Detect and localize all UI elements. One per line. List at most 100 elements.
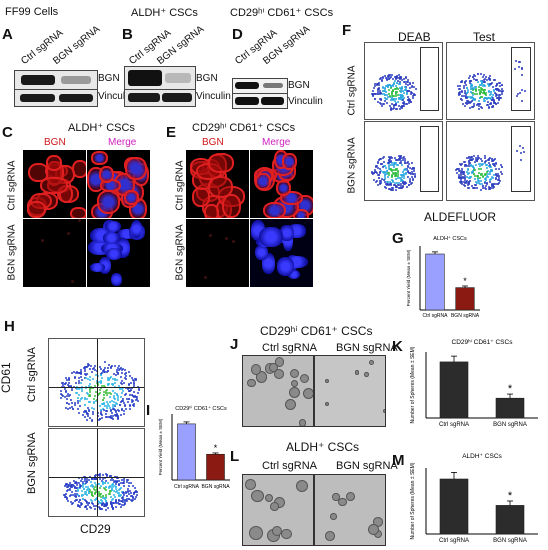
facs-event bbox=[463, 163, 466, 166]
facs-event bbox=[467, 100, 470, 103]
facs-event bbox=[136, 397, 139, 400]
facs-event bbox=[381, 76, 384, 79]
facs-event bbox=[397, 104, 400, 107]
facs-event bbox=[383, 75, 386, 78]
facs-event bbox=[395, 159, 398, 162]
facs-event bbox=[383, 96, 386, 99]
facs-event bbox=[94, 368, 97, 371]
facs-event bbox=[402, 175, 405, 178]
facs-event bbox=[105, 401, 108, 404]
facs-event bbox=[377, 91, 380, 93]
facs-event bbox=[489, 82, 492, 85]
facs-event bbox=[522, 146, 525, 149]
facs-event bbox=[60, 392, 63, 395]
facs-event bbox=[125, 499, 128, 502]
facs-event bbox=[97, 394, 100, 397]
facs-event bbox=[390, 169, 393, 172]
facs-event bbox=[384, 90, 387, 93]
facs-event bbox=[492, 104, 495, 107]
facs-event bbox=[113, 398, 116, 401]
facs-event bbox=[90, 370, 93, 373]
facs-event bbox=[83, 499, 86, 502]
facs-event bbox=[463, 176, 466, 179]
facs-event bbox=[108, 383, 111, 386]
if-e-bgn-merge bbox=[250, 219, 313, 287]
facs-event bbox=[125, 397, 128, 400]
facs-event bbox=[488, 85, 491, 88]
facs-event bbox=[76, 483, 79, 486]
facs-event bbox=[114, 401, 117, 404]
facs-event bbox=[500, 83, 503, 86]
facs-event bbox=[458, 180, 461, 183]
panel-f-col-test: Test bbox=[473, 30, 496, 44]
facs-event bbox=[71, 387, 74, 390]
facs-event bbox=[89, 378, 92, 381]
facs-event bbox=[471, 170, 474, 173]
facs-event bbox=[119, 401, 122, 404]
facs-event bbox=[129, 381, 132, 384]
facs-event bbox=[410, 172, 412, 175]
facs-event bbox=[70, 398, 73, 401]
facs-event bbox=[473, 97, 476, 100]
facs-event bbox=[75, 481, 78, 484]
facs-event bbox=[488, 163, 491, 166]
facs-event bbox=[394, 78, 397, 81]
facs-event bbox=[373, 98, 376, 101]
facs-event bbox=[395, 188, 398, 191]
facs-event bbox=[89, 365, 92, 368]
facs-event bbox=[85, 418, 88, 421]
facs-event bbox=[487, 83, 490, 86]
facs-h-bgn bbox=[48, 428, 145, 517]
facs-event bbox=[396, 108, 399, 111]
facs-event bbox=[132, 395, 135, 398]
facs-event bbox=[482, 187, 485, 190]
facs-event bbox=[90, 477, 93, 480]
facs-event bbox=[130, 492, 133, 494]
cell bbox=[259, 227, 283, 248]
facs-event bbox=[85, 372, 88, 375]
facs-event bbox=[124, 378, 127, 381]
facs-event bbox=[396, 176, 399, 179]
facs-event bbox=[400, 105, 403, 108]
facs-event bbox=[87, 406, 90, 409]
facs-event bbox=[484, 78, 487, 81]
facs-event bbox=[394, 99, 397, 102]
facs-event bbox=[74, 382, 77, 385]
facs-event bbox=[471, 84, 474, 87]
facs-event bbox=[474, 157, 477, 160]
facs-event bbox=[115, 491, 118, 494]
facs-event bbox=[390, 175, 393, 178]
facs-event bbox=[112, 418, 115, 421]
facs-event bbox=[388, 76, 391, 79]
facs-event bbox=[397, 154, 400, 157]
facs-event bbox=[124, 369, 127, 372]
facs-event bbox=[113, 397, 116, 400]
facs-event bbox=[373, 169, 376, 172]
facs-event bbox=[135, 396, 138, 399]
panel-m-letter: M bbox=[392, 452, 405, 469]
facs-event bbox=[395, 86, 398, 89]
facs-event bbox=[104, 489, 107, 492]
facs-event bbox=[121, 503, 124, 506]
blot-a-label-bgn: BGN bbox=[98, 73, 120, 84]
facs-event bbox=[484, 76, 487, 79]
facs-event bbox=[384, 186, 387, 189]
cell bbox=[254, 245, 269, 261]
facs-event bbox=[64, 396, 67, 398]
facs-event bbox=[128, 489, 131, 492]
facs-event bbox=[387, 159, 390, 162]
facs-event bbox=[61, 384, 64, 387]
facs-event bbox=[374, 165, 377, 168]
facs-event bbox=[489, 79, 492, 82]
panel-c-letter: C bbox=[2, 124, 13, 141]
sphere bbox=[250, 489, 264, 503]
facs-event bbox=[462, 95, 465, 98]
facs-event bbox=[468, 182, 471, 185]
facs-event bbox=[470, 82, 473, 85]
facs-event bbox=[400, 163, 403, 166]
facs-event bbox=[494, 174, 497, 176]
facs-event bbox=[84, 368, 87, 371]
facs-event bbox=[106, 502, 109, 505]
facs-event bbox=[133, 487, 136, 490]
facs-event bbox=[391, 178, 393, 181]
